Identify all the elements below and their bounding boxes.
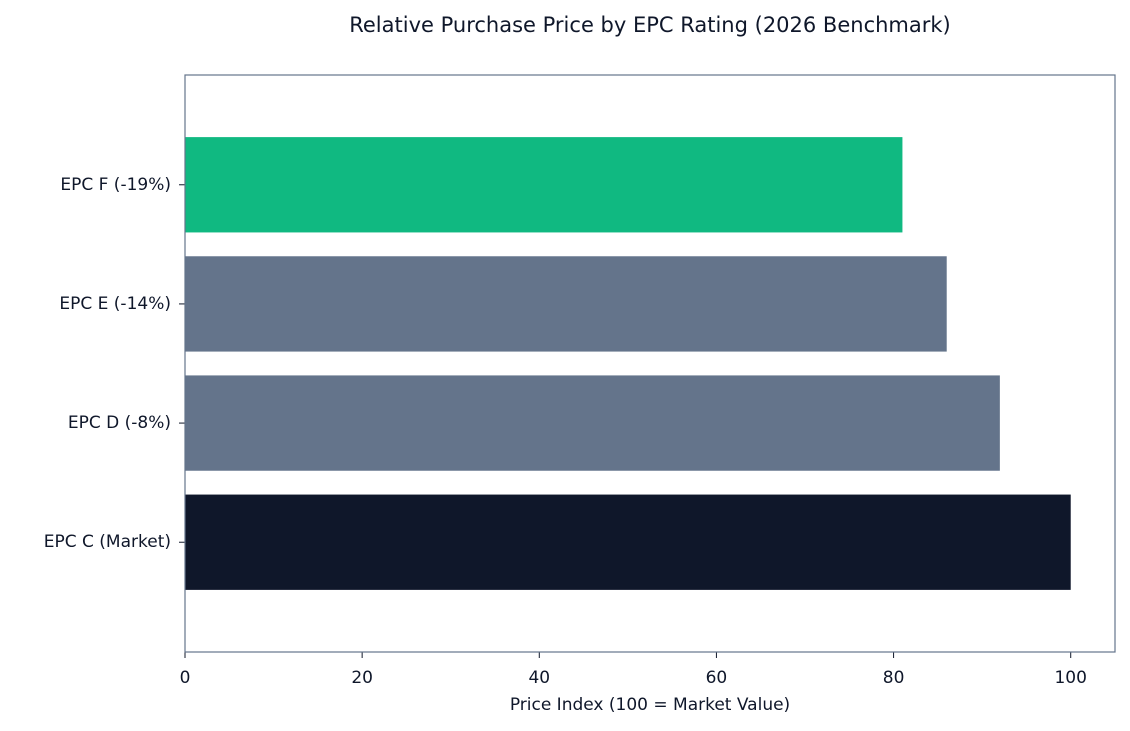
y-tick-label: EPC E (-14%) bbox=[59, 294, 171, 314]
x-tick-label: 80 bbox=[883, 668, 905, 688]
x-tick-label: 60 bbox=[706, 668, 728, 688]
x-tick-label: 20 bbox=[351, 668, 373, 688]
bar bbox=[185, 375, 1000, 471]
bar bbox=[185, 137, 903, 233]
x-axis-label: Price Index (100 = Market Value) bbox=[510, 695, 790, 715]
y-tick-label: EPC D (-8%) bbox=[68, 413, 171, 433]
y-tick-label: EPC C (Market) bbox=[44, 532, 171, 552]
x-tick-label: 40 bbox=[528, 668, 550, 688]
bar bbox=[185, 494, 1071, 590]
x-tick-label: 0 bbox=[180, 668, 191, 688]
chart-title: Relative Purchase Price by EPC Rating (2… bbox=[349, 13, 951, 37]
bar bbox=[185, 256, 947, 352]
y-tick-label: EPC F (-19%) bbox=[60, 175, 171, 195]
plot-frame bbox=[184, 74, 1116, 653]
x-tick-label: 100 bbox=[1054, 668, 1086, 688]
